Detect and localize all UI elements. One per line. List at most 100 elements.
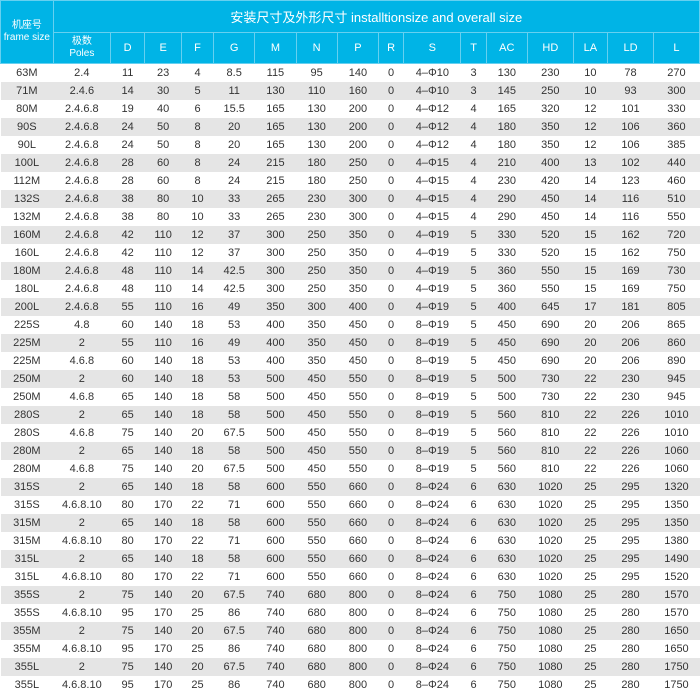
table-cell: 50 [145,136,182,154]
table-row: 132M2.4.6.83880103326523030004–Φ15429045… [1,208,700,226]
table-cell: 0 [379,298,404,316]
table-cell: 10 [573,64,607,83]
table-cell: 1650 [653,622,699,640]
table-row: 200L2.4.6.855110164935030040004–Φ1954006… [1,298,700,316]
table-cell: 295 [608,568,654,586]
table-cell: 1350 [653,496,699,514]
table-cell: 4 [461,118,486,136]
table-cell: 8–Φ19 [404,424,461,442]
table-row: 180L2.4.6.8481101442.530025035004–Φ19536… [1,280,700,298]
table-cell: 25 [573,640,607,658]
table-cell: 215 [255,172,296,190]
table-cell: 22 [573,406,607,424]
table-cell: 2.4.6.8 [53,244,110,262]
table-cell: 660 [337,532,378,550]
table-cell: 20 [573,316,607,334]
table-cell: 16 [181,334,213,352]
table-cell: 2 [53,622,110,640]
table-cell: 67.5 [214,622,255,640]
table-cell: 315L [1,568,54,586]
table-cell: 5 [461,406,486,424]
table-cell: 25 [573,586,607,604]
table-cell: 5 [461,316,486,334]
table-cell: 0 [379,208,404,226]
table-cell: 8–Φ19 [404,388,461,406]
table-cell: 230 [608,388,654,406]
table-cell: 250 [296,244,337,262]
table-cell: 20 [573,352,607,370]
table-cell: 5 [461,262,486,280]
table-cell: 140 [145,388,182,406]
table-cell: 295 [608,550,654,568]
table-cell: 2.4.6.8 [53,208,110,226]
table-cell: 38 [110,208,144,226]
table-cell: 330 [653,100,699,118]
table-cell: 1080 [527,658,573,676]
table-cell: 4.6.8.10 [53,640,110,658]
table-cell: 0 [379,676,404,694]
table-cell: 600 [255,478,296,496]
table-cell: 4 [461,154,486,172]
table-cell: 680 [296,622,337,640]
table-cell: 2 [53,478,110,496]
table-cell: 230 [486,172,527,190]
table-cell: 15.5 [214,100,255,118]
table-cell: 0 [379,622,404,640]
table-cell: 22 [181,532,213,550]
table-cell: 350 [255,298,296,316]
table-cell: 12 [181,244,213,262]
table-cell: 295 [608,514,654,532]
table-cell: 740 [255,676,296,694]
table-cell: 560 [486,424,527,442]
table-cell: 800 [337,622,378,640]
table-cell: 49 [214,334,255,352]
table-cell: 71M [1,82,54,100]
table-cell: 1080 [527,586,573,604]
col-e: E [145,33,182,64]
table-cell: 22 [573,424,607,442]
table-cell: 140 [145,370,182,388]
table-cell: 290 [486,190,527,208]
table-cell: 350 [337,262,378,280]
table-cell: 140 [145,514,182,532]
table-cell: 315M [1,514,54,532]
table-cell: 14 [573,208,607,226]
table-cell: 0 [379,118,404,136]
table-cell: 115 [255,64,296,83]
table-cell: 500 [255,424,296,442]
table-cell: 65 [110,550,144,568]
table-cell: 450 [486,334,527,352]
table-cell: 945 [653,370,699,388]
table-cell: 300 [255,262,296,280]
table-cell: 8–Φ24 [404,568,461,586]
table-cell: 0 [379,604,404,622]
table-cell: 67.5 [214,586,255,604]
table-cell: 500 [486,370,527,388]
table-cell: 170 [145,532,182,550]
table-cell: 20 [181,586,213,604]
table-cell: 200 [337,100,378,118]
table-cell: 265 [255,190,296,208]
table-cell: 400 [255,352,296,370]
table-cell: 19 [110,100,144,118]
table-cell: 2.4.6.8 [53,154,110,172]
table-cell: 169 [608,280,654,298]
table-cell: 680 [296,676,337,694]
table-cell: 730 [527,388,573,406]
table-cell: 206 [608,334,654,352]
table-cell: 1350 [653,514,699,532]
table-cell: 1570 [653,586,699,604]
table-cell: 110 [145,280,182,298]
table-cell: 300 [653,82,699,100]
table-cell: 4–Φ19 [404,298,461,316]
table-cell: 110 [145,334,182,352]
table-cell: 75 [110,658,144,676]
table-cell: 300 [255,226,296,244]
table-cell: 100L [1,154,54,172]
table-cell: 8–Φ24 [404,550,461,568]
table-cell: 450 [296,388,337,406]
table-cell: 58 [214,478,255,496]
table-cell: 600 [255,514,296,532]
table-cell: 300 [337,208,378,226]
table-cell: 206 [608,316,654,334]
